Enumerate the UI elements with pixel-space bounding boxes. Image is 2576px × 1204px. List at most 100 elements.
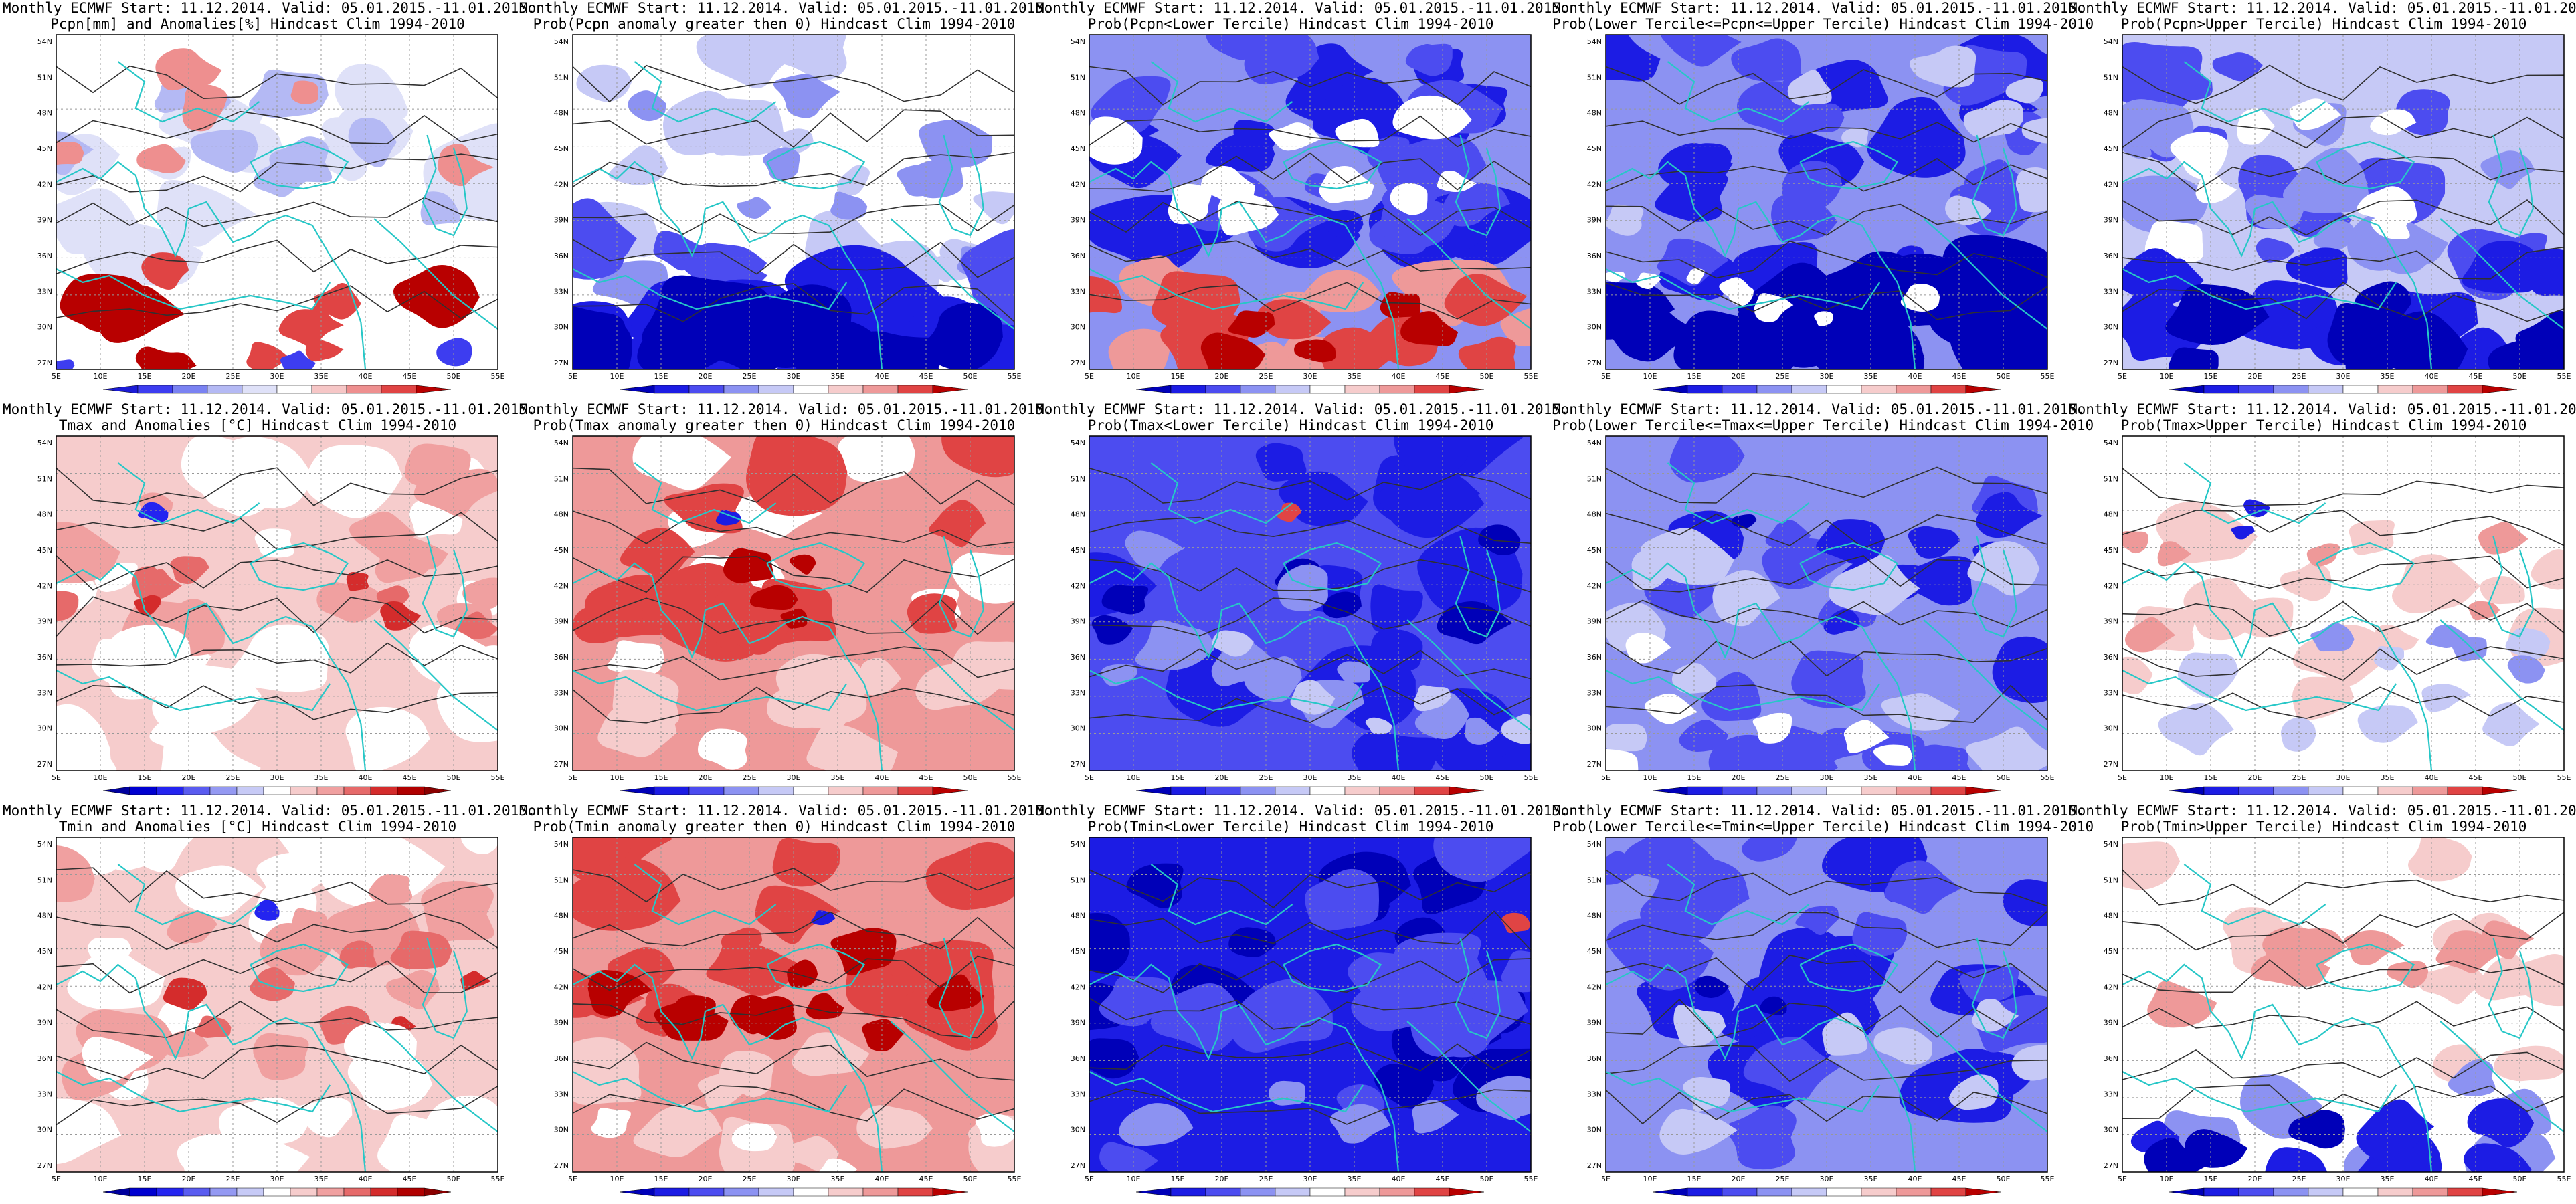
colorbar-segment — [1344, 1187, 1380, 1197]
longitude-label: 5E — [52, 372, 61, 381]
latitude-label: 45N — [37, 947, 52, 956]
shaded-region — [929, 500, 986, 548]
latitude-label: 45N — [1071, 144, 1085, 153]
isoline — [1089, 648, 1531, 680]
isoline — [573, 109, 1014, 148]
longitude-label: 30E — [1303, 1175, 1317, 1183]
shaded-region — [2265, 1147, 2328, 1172]
isoline — [56, 684, 498, 720]
shaded-region — [2419, 963, 2490, 1005]
shaded-region — [737, 197, 772, 219]
colorbar-segment — [207, 385, 243, 394]
isoline — [573, 64, 1014, 103]
shaded-region — [2021, 118, 2047, 144]
latitude-label: 51N — [554, 73, 569, 82]
shaded-region — [941, 436, 1014, 478]
shaded-region — [1322, 591, 1362, 619]
panel-title-line-2: Prob(Tmin>Upper Tercile) Hindcast Clim 1… — [2120, 819, 2527, 835]
shaded-region — [1152, 271, 1240, 330]
colorbar-segment — [2412, 786, 2448, 795]
latitude-label: 36N — [554, 1054, 569, 1063]
colorbar-segment — [2238, 786, 2274, 795]
longitude-label: 15E — [2204, 773, 2218, 782]
shaded-region — [376, 585, 409, 607]
coastline — [1089, 161, 1400, 369]
coastline — [1150, 864, 1293, 926]
map-frame — [1089, 435, 1532, 771]
latitude-label: 36N — [1587, 1054, 1602, 1063]
longitude-label: 55E — [491, 773, 505, 782]
shaded-region — [1255, 443, 1307, 482]
latitude-label: 42N — [554, 983, 569, 991]
longitude-label: 15E — [654, 773, 668, 782]
colorbar-arrow-left — [1652, 786, 1688, 795]
forecast-panel: Monthly ECMWF Start: 11.12.2014. Valid: … — [1552, 0, 2094, 395]
shaded-region — [453, 611, 498, 639]
coastline — [766, 140, 866, 190]
colorbar-segment — [1930, 385, 1966, 394]
shaded-region — [1843, 720, 1890, 753]
coastline — [890, 619, 1014, 731]
colorbar-arrow-left — [619, 786, 655, 795]
longitude-label: 45E — [403, 1175, 417, 1183]
isoline — [1089, 869, 1531, 909]
latitude-label: 48N — [554, 510, 569, 519]
isoline — [1089, 152, 1531, 193]
isoline — [573, 510, 1014, 548]
forecast-panel: Monthly ECMWF Start: 11.12.2014. Valid: … — [1036, 0, 1569, 395]
shaded-region — [1277, 502, 1301, 522]
shaded-region — [1135, 620, 1215, 670]
shaded-region — [806, 724, 898, 771]
isoline — [573, 868, 1014, 903]
latitude-label: 30N — [1587, 323, 1602, 332]
coastline — [1283, 542, 1382, 591]
coastline — [1606, 161, 1916, 369]
coastline — [1971, 134, 2017, 237]
longitude-label: 55E — [1524, 773, 1538, 782]
shaded-region — [460, 971, 491, 991]
shaded-region — [1437, 171, 1477, 193]
latitude-label: 30N — [554, 724, 569, 733]
longitude-label: 35E — [831, 773, 845, 782]
isoline — [56, 867, 498, 905]
longitude-label: 15E — [1687, 1175, 1701, 1183]
shaded-region — [2231, 526, 2255, 540]
shaded-region — [280, 350, 316, 369]
longitude-label: 50E — [963, 773, 978, 782]
isoline — [2122, 959, 2564, 993]
colorbar-segment — [1930, 786, 1966, 795]
shaded-region — [1686, 268, 1705, 284]
longitude-label: 55E — [2041, 372, 2055, 381]
panel-title-line-2: Prob(Lower Tercile<=Pcpn<=Upper Tercile)… — [1552, 16, 2094, 32]
colorbar-segment — [2308, 1187, 2344, 1197]
shaded-region — [2122, 106, 2176, 142]
longitude-label: 10E — [1127, 372, 1141, 381]
longitude-label: 5E — [1601, 372, 1611, 381]
shaded-region — [1754, 293, 1794, 322]
longitude-label: 35E — [831, 1175, 845, 1183]
longitude-label: 45E — [403, 372, 417, 381]
colorbar-segment — [1275, 1187, 1311, 1197]
longitude-label: 35E — [314, 1175, 329, 1183]
latitude-label: 27N — [1071, 760, 1085, 769]
forecast-map: 54N 51N 48N 45N 42N 39N 36N 33N 30N 27N 5E 10E 15E 20… — [554, 34, 1022, 394]
colorbar-segment — [1896, 786, 1932, 795]
shaded-region — [951, 641, 1014, 690]
shaded-region — [749, 585, 798, 611]
longitude-label: 30E — [787, 372, 801, 381]
coastline — [422, 134, 468, 237]
shaded-region — [597, 707, 677, 757]
longitude-label: 10E — [610, 1175, 624, 1183]
shaded-region — [413, 468, 498, 517]
panel-title-line-1: Monthly ECMWF Start: 11.12.2014. Valid: … — [1552, 0, 2086, 16]
panel-title-line-1: Monthly ECMWF Start: 11.12.2014. Valid: … — [2069, 803, 2576, 819]
coastline — [1089, 963, 1400, 1172]
longitude-label: 50E — [2513, 1175, 2527, 1183]
shaded-region — [2526, 249, 2564, 296]
shaded-region — [343, 1022, 417, 1064]
colorbar-segment — [1687, 385, 1723, 394]
panel-title-line-1: Monthly ECMWF Start: 11.12.2014. Valid: … — [1552, 401, 2086, 417]
shaded-region — [633, 1104, 723, 1157]
longitude-label: 15E — [654, 372, 668, 381]
shaded-region — [2408, 837, 2472, 882]
